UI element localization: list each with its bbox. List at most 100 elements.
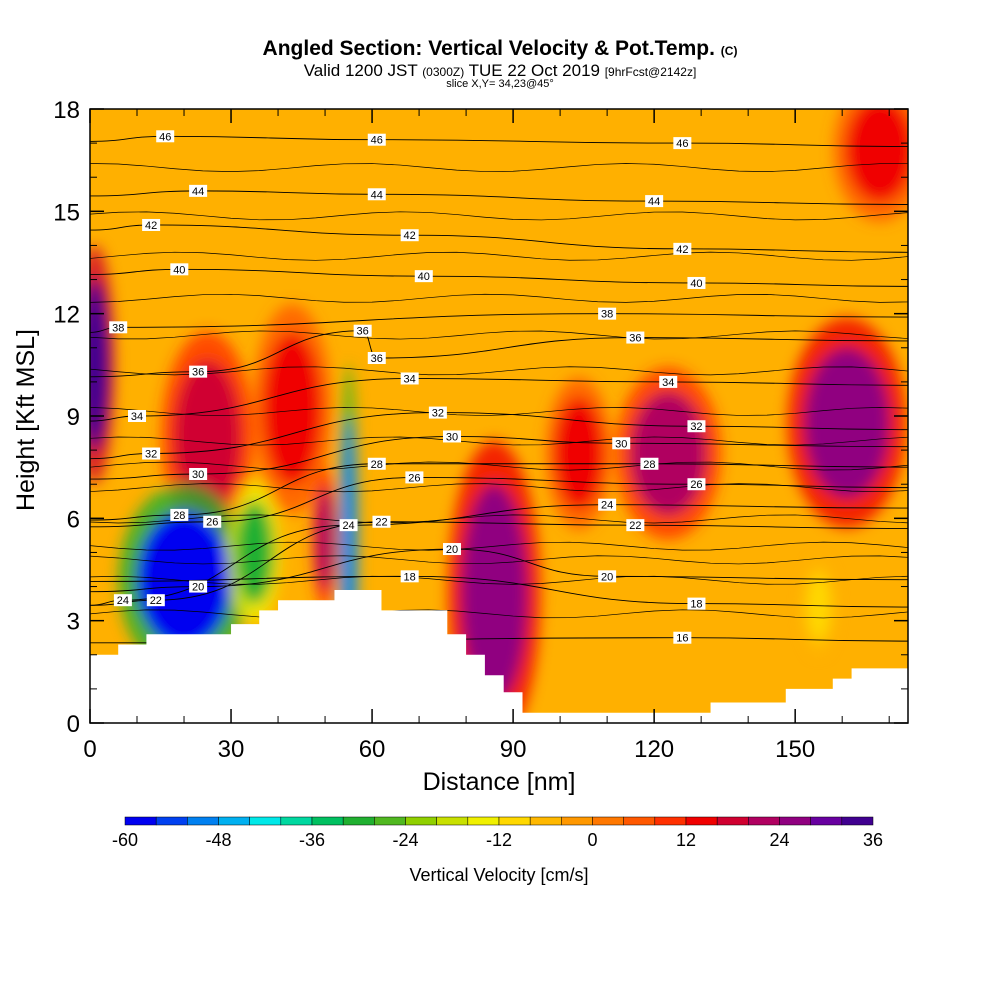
theta-label-bg	[687, 276, 706, 289]
isentrope-minor-4	[90, 514, 908, 524]
colorbar-tick-label: -60	[112, 830, 138, 850]
colorbar-swatch	[218, 816, 250, 826]
theta-label-bg	[414, 270, 433, 283]
theta-label-bg	[339, 519, 358, 532]
isentrope-minor-8	[90, 407, 908, 416]
theta-label-bg	[367, 457, 386, 470]
colorbar-swatch	[779, 816, 811, 826]
theta-label-18: 18	[404, 571, 416, 583]
theta-label-28: 28	[643, 459, 655, 471]
colorbar-swatch	[841, 816, 874, 826]
theta-label-bg	[156, 130, 175, 143]
velocity-cell-updraft-4	[461, 484, 528, 703]
colorbar-swatch	[124, 816, 157, 826]
colorbar-swatch	[467, 816, 500, 826]
theta-label-36: 36	[192, 367, 204, 379]
colorbar-swatch	[342, 816, 375, 826]
theta-label-40: 40	[418, 271, 430, 283]
isentrope-44	[90, 190, 908, 205]
theta-label-bg	[142, 447, 161, 460]
velocity-cell-downdraft-12	[806, 572, 831, 642]
theta-label-38: 38	[601, 309, 613, 321]
theta-label-34: 34	[404, 373, 416, 385]
theta-label-bg	[400, 570, 419, 583]
isentrope-minor-12	[90, 251, 908, 261]
y-tick-label: 18	[53, 97, 80, 124]
theta-label-26: 26	[408, 472, 420, 484]
x-tick-label: 120	[634, 736, 674, 763]
colorbar-tick-label: -48	[205, 830, 231, 850]
isentrope-minor-2	[90, 555, 908, 565]
colorbar-tick-label: -36	[299, 830, 325, 850]
theta-label-bg	[442, 543, 461, 556]
velocity-cell-updraft-7	[804, 347, 890, 498]
colorbar-swatch	[748, 816, 780, 826]
colorbar-swatch	[685, 816, 718, 826]
valid-date: TUE 22 Oct 2019	[468, 61, 600, 80]
isentrope-minor-5	[90, 483, 908, 493]
x-tick-label: 90	[500, 736, 527, 763]
chart-title: Angled Section: Vertical Velocity & Pot.…	[0, 37, 1000, 61]
theta-label-42: 42	[404, 230, 416, 242]
theta-label-18: 18	[690, 599, 702, 611]
theta-label-42: 42	[145, 220, 157, 232]
y-tick-label: 9	[67, 404, 80, 431]
theta-label-bg	[673, 242, 692, 255]
forecast-info: [9hrFcst@2142z]	[604, 65, 697, 79]
terrain	[90, 589, 908, 723]
theta-label-22: 22	[150, 595, 162, 607]
y-tick-label: 6	[67, 506, 80, 533]
y-axis-label: Height [Kft MSL]	[12, 329, 40, 511]
theta-label-32: 32	[690, 421, 702, 433]
theta-label-44: 44	[371, 189, 383, 201]
theta-label-26: 26	[206, 517, 218, 529]
theta-label-34: 34	[131, 411, 143, 423]
colorbar-swatch	[654, 816, 687, 826]
valid-time-line: Valid 1200 JST (0300Z) TUE 22 Oct 2019 […	[0, 61, 1000, 81]
theta-label-bg	[367, 352, 386, 365]
theta-label-bg	[687, 597, 706, 610]
theta-label-bg	[189, 467, 208, 480]
colorbar-swatch	[810, 816, 843, 826]
theta-label-46: 46	[159, 131, 171, 143]
theta-label-bg	[128, 410, 147, 422]
colorbar-swatch	[561, 816, 593, 826]
x-axis-label: Distance [nm]	[423, 768, 576, 796]
velocity-cell-downdraft-9	[137, 511, 232, 648]
colorbar-tick-label: 24	[769, 830, 789, 850]
colorbar-swatch	[187, 816, 219, 826]
theta-label-bg	[400, 372, 419, 385]
theta-label-bg	[405, 471, 424, 484]
x-tick-label: 60	[359, 736, 386, 763]
theta-label-34: 34	[662, 377, 674, 389]
theta-label-20: 20	[601, 571, 613, 583]
isentrope-minor-6	[90, 461, 908, 471]
theta-label-bg	[203, 515, 222, 528]
theta-label-22: 22	[375, 517, 387, 529]
y-tick-label: 12	[53, 302, 80, 329]
theta-label-44: 44	[192, 186, 204, 198]
isentrope-minor-1	[90, 575, 908, 585]
isentrope-minor-9	[90, 366, 908, 376]
theta-label-bg	[640, 457, 659, 470]
colorbar-swatch	[249, 816, 282, 826]
theta-label-24: 24	[117, 595, 129, 607]
colorbar-swatch	[311, 816, 344, 826]
isentrope-minor-14	[90, 163, 908, 172]
theta-label-bg	[626, 519, 645, 532]
colorbar-swatch	[436, 816, 469, 826]
theta-label-bg	[189, 184, 208, 197]
theta-label-bg	[598, 498, 617, 511]
theta-label-bg	[612, 437, 631, 450]
colorbar-swatch	[155, 816, 188, 826]
theta-label-38: 38	[112, 322, 124, 334]
theta-label-22: 22	[629, 520, 641, 532]
theta-label-bg	[673, 631, 692, 644]
velocity-cell-updraft-0	[90, 279, 109, 451]
colorbar: -60 -48 -36 -24 -12 0 12 24 36	[112, 816, 883, 850]
theta-label-26: 26	[690, 479, 702, 491]
colorbar-swatch	[280, 816, 313, 826]
x-tick-label: 30	[218, 736, 245, 763]
velocity-cell-updraft-3	[315, 487, 335, 590]
